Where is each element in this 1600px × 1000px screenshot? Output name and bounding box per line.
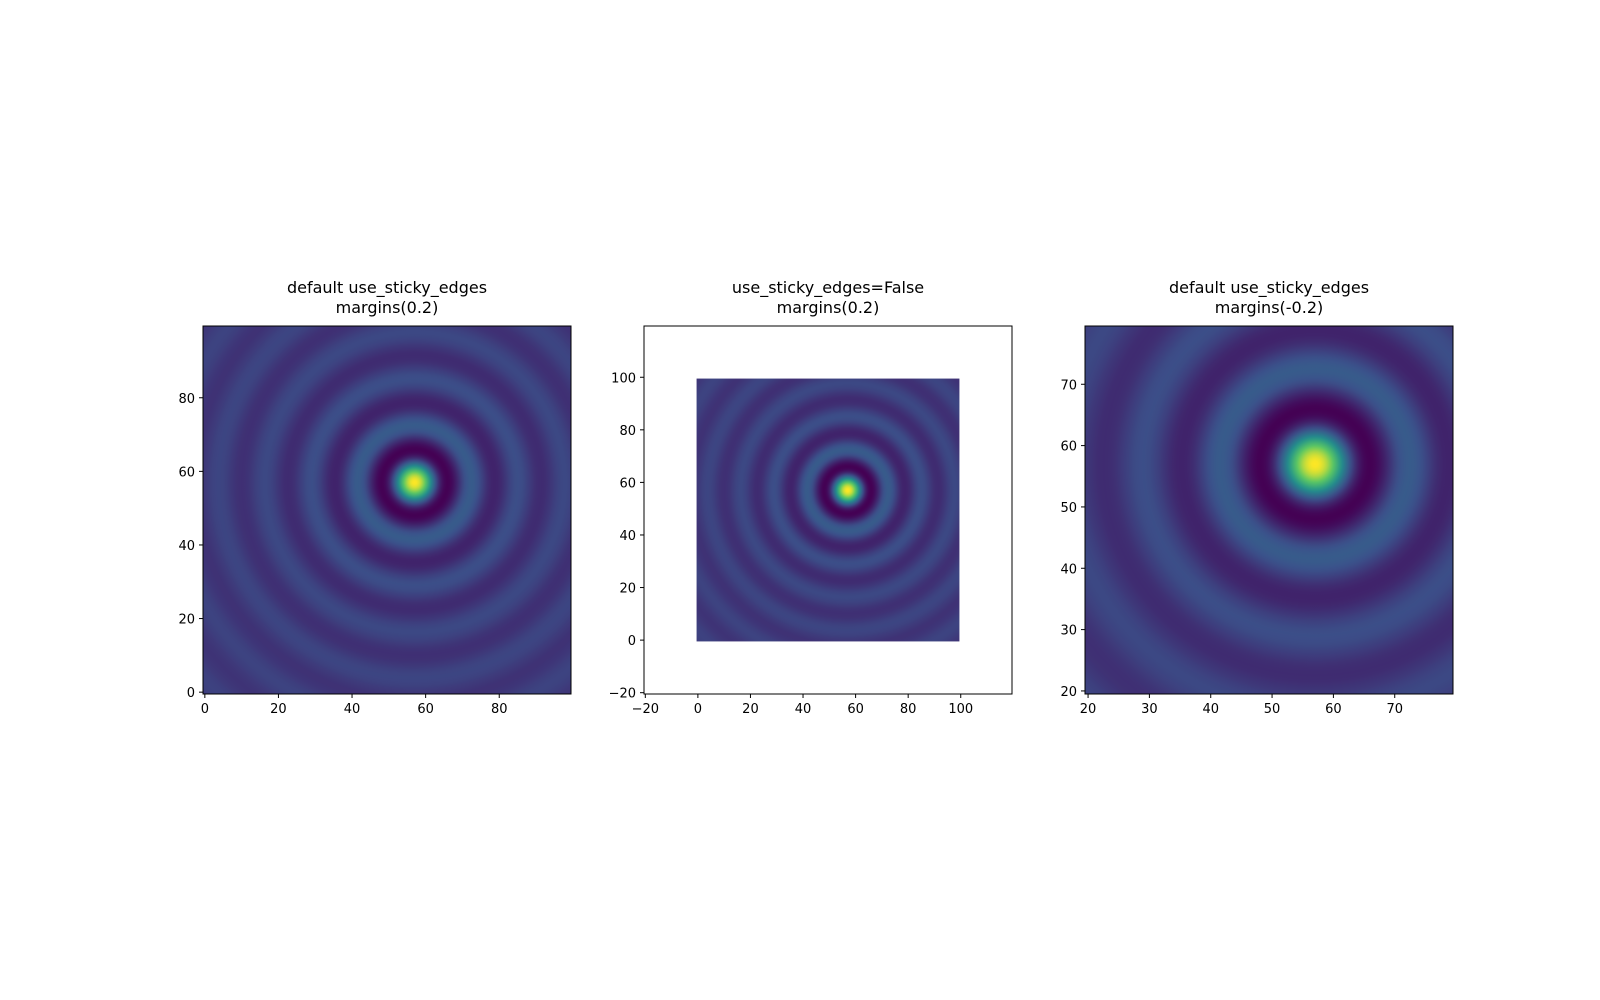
axes-frame bbox=[1084, 325, 1454, 695]
x-tick-label: −20 bbox=[632, 702, 659, 717]
y-tick-label: 100 bbox=[611, 371, 636, 386]
chart-title: margins(-0.2) bbox=[1215, 298, 1323, 317]
chart-title: margins(0.2) bbox=[336, 298, 439, 317]
axes-frame bbox=[202, 325, 572, 695]
y-tick-label: 80 bbox=[619, 424, 636, 439]
x-tick-label: 20 bbox=[270, 702, 287, 717]
chart-title: default use_sticky_edges bbox=[1169, 278, 1369, 298]
y-tick-label: 40 bbox=[178, 539, 195, 554]
x-tick-label: 20 bbox=[1080, 702, 1097, 717]
y-tick-label: 60 bbox=[619, 476, 636, 491]
y-tick-label: 0 bbox=[628, 634, 636, 649]
x-tick-label: 70 bbox=[1386, 702, 1403, 717]
x-tick-label: 0 bbox=[694, 702, 702, 717]
y-tick-label: 40 bbox=[1060, 562, 1077, 577]
y-tick-label: −20 bbox=[609, 687, 636, 702]
y-tick-label: 60 bbox=[1060, 440, 1077, 455]
x-tick-label: 100 bbox=[948, 702, 973, 717]
x-tick-label: 80 bbox=[900, 702, 917, 717]
x-tick-label: 60 bbox=[847, 702, 864, 717]
y-tick-label: 20 bbox=[619, 582, 636, 597]
axes-frame bbox=[643, 325, 1013, 695]
image bbox=[1085, 326, 1453, 694]
chart-title: use_sticky_edges=False bbox=[732, 278, 924, 298]
y-tick-label: 70 bbox=[1060, 378, 1077, 393]
y-tick-label: 30 bbox=[1060, 624, 1077, 639]
y-tick-label: 50 bbox=[1060, 501, 1077, 516]
x-tick-label: 30 bbox=[1141, 702, 1158, 717]
chart-title: margins(0.2) bbox=[777, 298, 880, 317]
x-tick-label: 40 bbox=[1202, 702, 1219, 717]
x-tick-label: 60 bbox=[1325, 702, 1342, 717]
y-tick-label: 80 bbox=[178, 392, 195, 407]
image bbox=[203, 326, 571, 694]
x-tick-label: 80 bbox=[491, 702, 508, 717]
y-tick-label: 20 bbox=[1060, 685, 1077, 700]
x-tick-label: 0 bbox=[201, 702, 209, 717]
image bbox=[696, 378, 960, 642]
x-tick-label: 60 bbox=[417, 702, 434, 717]
chart-title: default use_sticky_edges bbox=[287, 278, 487, 298]
y-tick-label: 40 bbox=[619, 529, 636, 544]
y-tick-label: 60 bbox=[178, 465, 195, 480]
x-tick-label: 40 bbox=[795, 702, 812, 717]
y-tick-label: 0 bbox=[187, 686, 195, 701]
y-tick-label: 20 bbox=[178, 613, 195, 628]
x-tick-label: 50 bbox=[1264, 702, 1281, 717]
x-tick-label: 40 bbox=[344, 702, 361, 717]
x-tick-label: 20 bbox=[742, 702, 759, 717]
